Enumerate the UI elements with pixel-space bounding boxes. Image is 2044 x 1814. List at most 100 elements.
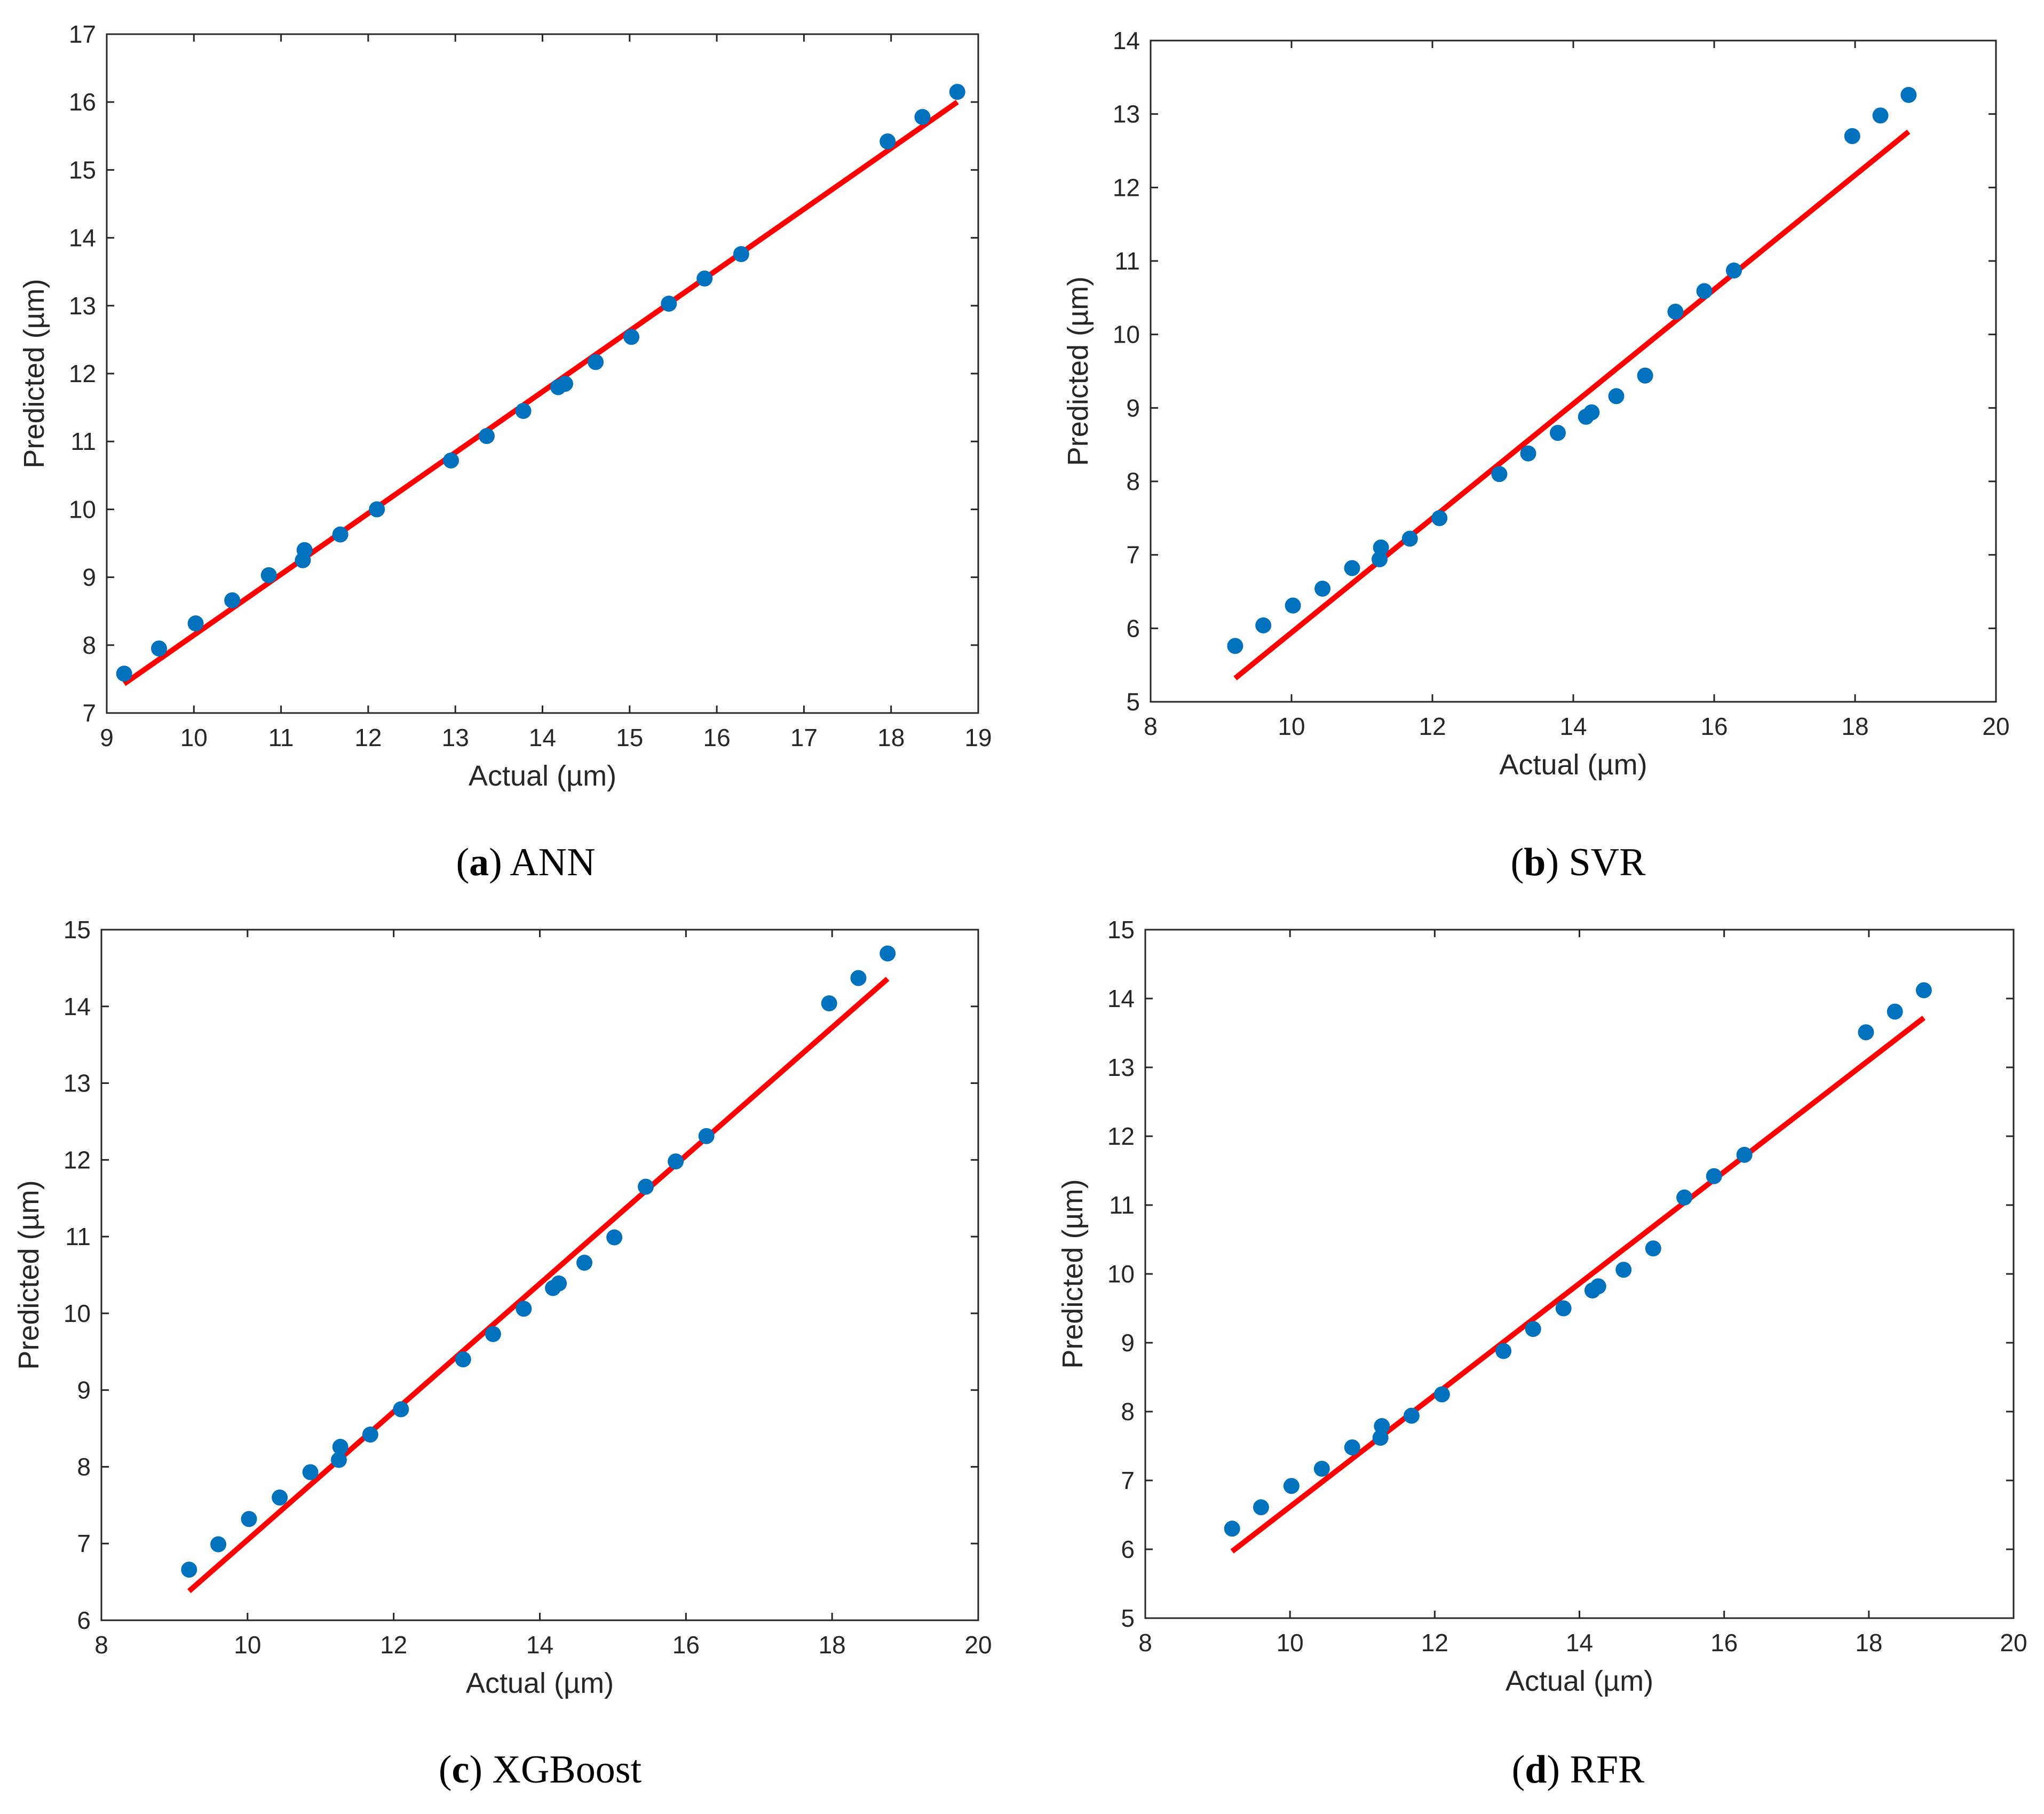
data-point — [443, 452, 459, 469]
panel-caption: (d) RFR — [1512, 1748, 1645, 1792]
data-point — [1520, 445, 1536, 462]
data-point — [362, 1427, 378, 1443]
x-tick-label: 16 — [1710, 1629, 1738, 1657]
data-point — [850, 970, 867, 986]
data-point — [1433, 1386, 1450, 1403]
x-tick-label: 16 — [1700, 712, 1728, 740]
y-tick-label: 11 — [1114, 247, 1140, 275]
x-tick-label: 15 — [616, 724, 643, 751]
data-point — [576, 1254, 593, 1271]
x-tick-label: 20 — [964, 1631, 992, 1659]
plot-frame — [1150, 39, 1997, 703]
data-point — [1373, 539, 1389, 556]
x-tick-label: 19 — [964, 724, 992, 751]
data-point — [1255, 617, 1272, 633]
caption-name: ANN — [510, 841, 595, 884]
panel-caption: (b) SVR — [1511, 841, 1646, 884]
x-tick-label: 20 — [1982, 712, 2009, 740]
x-tick-label: 10 — [234, 1631, 261, 1659]
y-axis-label: Predicted (µm) — [1062, 276, 1094, 466]
data-point — [1401, 530, 1418, 547]
y-tick-label: 7 — [1126, 541, 1140, 569]
x-tick-label: 14 — [1559, 712, 1587, 740]
data-point — [224, 592, 241, 608]
x-tick-label: 16 — [703, 724, 731, 751]
data-point — [1590, 1278, 1606, 1295]
data-point — [1491, 466, 1508, 482]
y-tick-label: 8 — [77, 1453, 91, 1480]
data-point — [661, 295, 677, 312]
x-tick-label: 12 — [354, 724, 382, 751]
y-tick-label: 13 — [1113, 100, 1140, 128]
data-point — [606, 1229, 623, 1246]
data-point — [1285, 597, 1301, 614]
y-tick-label: 7 — [1121, 1467, 1135, 1494]
plot-frame — [100, 929, 979, 1621]
chart-panel-b: 8 10 12 14 16 18 20 5 6 7 8 9 10 11 12 13 14 Actual (µm) P… — [1062, 27, 2010, 884]
data-point — [880, 133, 896, 149]
data-point — [696, 270, 713, 287]
x-tick-label: 17 — [790, 724, 818, 751]
data-point — [1887, 1003, 1903, 1020]
y-axis-label: Predicted (µm) — [13, 1180, 45, 1369]
data-point — [1706, 1168, 1722, 1184]
y-tick-label: 8 — [1126, 468, 1140, 495]
panel-caption: (a) ANN — [456, 841, 595, 884]
y-tick-label: 14 — [64, 993, 91, 1020]
x-axis-label: Actual (µm) — [1506, 1665, 1653, 1697]
data-point — [1736, 1146, 1753, 1163]
data-point — [515, 402, 532, 419]
data-point — [1227, 638, 1243, 654]
y-tick-label: 10 — [1113, 321, 1140, 348]
y-tick-label: 13 — [69, 292, 96, 320]
x-tick-label: 12 — [1421, 1629, 1448, 1657]
y-tick-label: 12 — [69, 360, 96, 387]
x-tick-label: 12 — [380, 1631, 407, 1659]
chart-panel-c: 8 10 12 14 16 18 20 6 7 8 9 10 11 12 13 14 15 Actual (µm)… — [13, 916, 992, 1792]
data-point — [1431, 510, 1448, 526]
x-tick-label: 8 — [1138, 1629, 1152, 1657]
y-tick-label: 8 — [1121, 1398, 1135, 1425]
data-point — [1344, 1439, 1360, 1456]
caption-tag: (d) — [1512, 1748, 1560, 1792]
data-point — [821, 995, 837, 1012]
data-point — [551, 1275, 567, 1292]
x-axis-label: Actual (µm) — [466, 1667, 614, 1699]
y-axis-label: Predicted (µm) — [1057, 1179, 1089, 1368]
y-tick-label: 8 — [82, 631, 96, 659]
data-point — [302, 1464, 319, 1480]
data-point — [516, 1301, 532, 1317]
data-point — [1555, 1300, 1572, 1317]
y-tick-label: 12 — [1113, 173, 1140, 201]
y-tick-label: 14 — [1113, 27, 1140, 54]
caption-name: SVR — [1569, 841, 1646, 884]
data-point — [638, 1178, 654, 1195]
x-tick-label: 10 — [1277, 1629, 1304, 1657]
data-point — [1549, 425, 1566, 441]
caption-tag: (b) — [1511, 841, 1559, 884]
data-point — [455, 1351, 471, 1368]
data-point — [1676, 1189, 1693, 1206]
x-tick-label: 8 — [1144, 712, 1158, 740]
data-point — [1283, 1478, 1300, 1494]
data-point — [1915, 982, 1932, 999]
y-tick-label: 5 — [1121, 1604, 1135, 1632]
x-tick-label: 18 — [1841, 712, 1868, 740]
fit-line — [122, 100, 959, 686]
data-point — [393, 1401, 409, 1417]
fit-line — [1230, 1016, 1926, 1554]
y-tick-label: 15 — [1107, 916, 1135, 944]
data-point — [116, 666, 132, 682]
x-tick-label: 10 — [180, 724, 208, 751]
data-point — [330, 1452, 347, 1468]
caption-tag: (c) — [439, 1748, 482, 1792]
data-point — [332, 1439, 348, 1455]
data-point — [369, 501, 385, 518]
data-point — [1344, 560, 1360, 576]
x-tick-label: 18 — [819, 1631, 846, 1659]
x-axis-label: Actual (µm) — [469, 760, 616, 792]
y-tick-label: 13 — [64, 1070, 91, 1097]
data-point — [623, 329, 640, 345]
data-point — [1637, 367, 1653, 384]
